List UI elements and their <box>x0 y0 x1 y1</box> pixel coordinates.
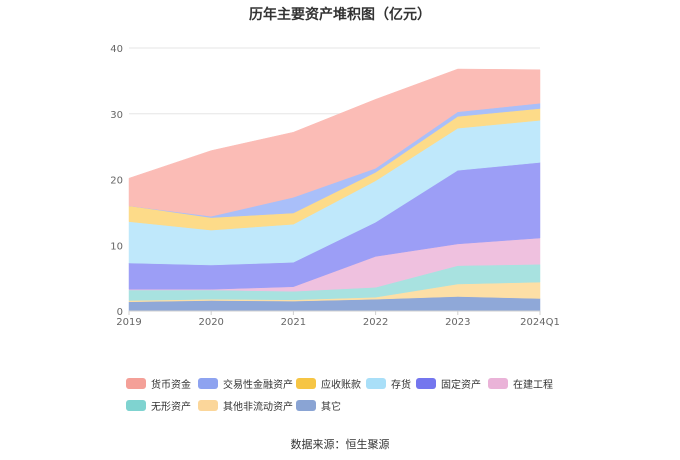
x-tick-label: 2021 <box>281 317 306 328</box>
y-tick-label: 20 <box>110 176 123 187</box>
legend-swatch-fixed-assets <box>416 378 436 389</box>
x-tick-label: 2020 <box>198 317 223 328</box>
legend-item-inventory[interactable]: 存货 <box>366 376 411 391</box>
legend-label: 其他非流动资产 <box>223 402 293 413</box>
legend-label: 交易性金融资产 <box>223 380 293 391</box>
chart-title: 历年主要资产堆积图（亿元） <box>249 7 431 23</box>
legend-item-other-noncurrent-assets[interactable]: 其他非流动资产 <box>198 398 293 413</box>
y-tick-label: 0 <box>117 307 123 318</box>
y-tick-label: 30 <box>110 110 123 121</box>
axes: 0 10 20 30 40 2019 2020 2021 2022 2023 2024Q1 <box>110 44 560 328</box>
data-source-note: 数据来源：恒生聚源 <box>290 438 390 451</box>
y-tick-label: 40 <box>110 44 123 55</box>
legend-item-construction-in-progress[interactable]: 在建工程 <box>488 376 553 391</box>
legend-label: 存货 <box>391 380 411 391</box>
stacked-area-chart: 0 10 20 30 40 2019 2020 2021 2022 2023 2024Q1 <box>110 44 560 328</box>
legend-swatch-trading-financial-assets <box>198 378 218 389</box>
legend-label: 其它 <box>321 402 341 413</box>
legend-item-trading-financial-assets[interactable]: 交易性金融资产 <box>198 376 293 391</box>
legend-label: 在建工程 <box>513 380 553 391</box>
legend-item-intangible-assets[interactable]: 无形资产 <box>126 398 191 413</box>
legend-label: 货币资金 <box>151 380 191 391</box>
area-series <box>128 68 541 312</box>
legend-item-cash[interactable]: 货币资金 <box>126 376 191 391</box>
legend-swatch-inventory <box>366 378 386 389</box>
legend-label: 固定资产 <box>441 380 481 391</box>
legend-swatch-others <box>296 400 316 411</box>
legend-swatch-intangible-assets <box>126 400 146 411</box>
legend-label: 无形资产 <box>151 402 191 413</box>
legend-label: 应收账款 <box>321 380 361 391</box>
y-tick-label: 10 <box>110 241 123 252</box>
legend-item-fixed-assets[interactable]: 固定资产 <box>416 376 481 391</box>
legend-swatch-construction-in-progress <box>488 378 508 389</box>
x-tick-label: 2022 <box>363 317 388 328</box>
legend-item-others[interactable]: 其它 <box>296 398 341 413</box>
x-tick-label: 2019 <box>116 317 141 328</box>
x-tick-label: 2023 <box>445 317 470 328</box>
area-series-货币资金 <box>128 68 541 217</box>
legend-swatch-other-noncurrent-assets <box>198 400 218 411</box>
legend-swatch-receivables <box>296 378 316 389</box>
legend-swatch-cash <box>126 378 146 389</box>
x-tick-label: 2024Q1 <box>520 317 560 328</box>
legend-item-receivables[interactable]: 应收账款 <box>296 376 361 391</box>
